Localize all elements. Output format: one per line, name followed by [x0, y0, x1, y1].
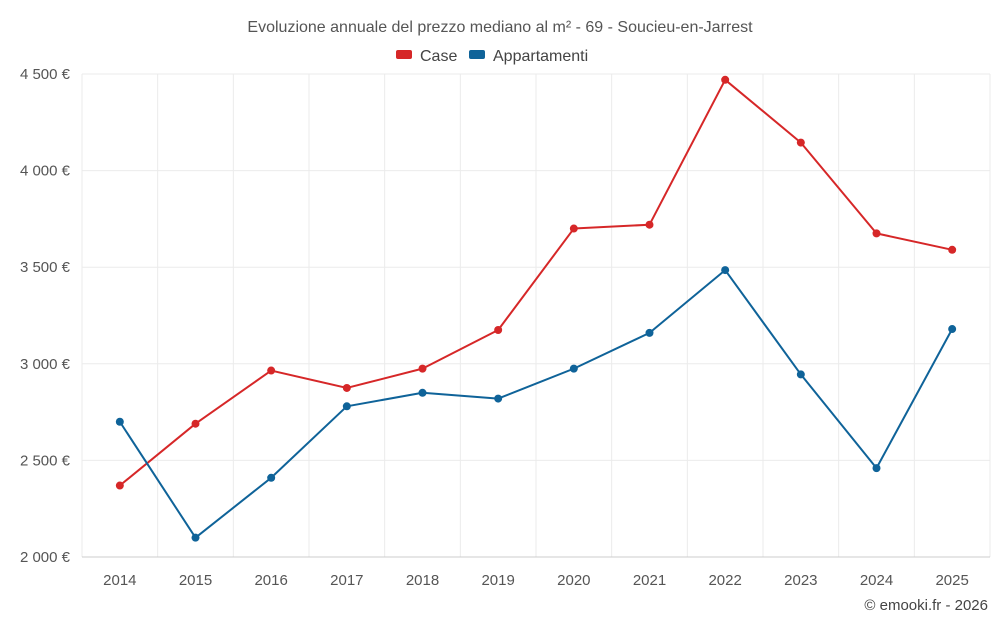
x-tick-label: 2016 — [254, 572, 287, 589]
y-tick-label: 3 000 € — [20, 356, 71, 373]
data-point[interactable] — [645, 328, 654, 337]
series-line — [119, 78, 953, 487]
x-tick-label: 2023 — [784, 572, 817, 589]
x-tick-label: 2017 — [330, 572, 363, 589]
data-point[interactable] — [342, 402, 351, 411]
credit-text: © emooki.fr - 2026 — [864, 597, 988, 614]
x-tick-label: 2024 — [860, 572, 893, 589]
y-tick-label: 2 000 € — [20, 549, 71, 566]
data-point[interactable] — [267, 366, 276, 375]
data-point[interactable] — [115, 481, 124, 490]
x-tick-label: 2021 — [633, 572, 666, 589]
data-point[interactable] — [645, 220, 654, 229]
y-tick-label: 4 000 € — [20, 163, 71, 180]
legend: Case Appartamenti — [396, 48, 588, 65]
data-point[interactable] — [494, 394, 503, 403]
data-point[interactable] — [721, 266, 730, 275]
series-appartamenti — [115, 266, 957, 542]
x-tick-label: 2018 — [406, 572, 439, 589]
x-tick-label: 2025 — [935, 572, 968, 589]
data-point[interactable] — [569, 224, 578, 233]
legend-swatch — [396, 50, 412, 59]
data-point[interactable] — [418, 364, 427, 373]
data-point[interactable] — [267, 473, 276, 482]
x-axis: 2014 2015 2016 2017 2018 2019 2020 2021 2022 2023… — [103, 572, 969, 589]
x-tick-label: 2022 — [708, 572, 741, 589]
y-tick-label: 2 500 € — [20, 452, 71, 469]
legend-swatch — [469, 50, 485, 59]
data-point[interactable] — [342, 383, 351, 392]
data-point[interactable] — [191, 533, 200, 542]
data-point[interactable] — [115, 417, 124, 426]
data-point[interactable] — [796, 370, 805, 379]
data-point[interactable] — [418, 388, 427, 397]
data-point[interactable] — [721, 75, 730, 84]
legend-item-appartamenti[interactable]: Appartamenti — [469, 48, 588, 65]
series-case — [115, 75, 957, 490]
data-point[interactable] — [191, 419, 200, 428]
data-point[interactable] — [872, 464, 881, 473]
chart-title: Evoluzione annuale del prezzo mediano al… — [247, 19, 753, 36]
grid — [81, 73, 991, 558]
y-tick-label: 4 500 € — [20, 66, 71, 83]
y-axis: 2 000 € 2 500 € 3 000 € 3 500 € 4 000 € 4 500… — [20, 66, 71, 566]
x-tick-label: 2015 — [179, 572, 212, 589]
series-layer — [115, 75, 957, 542]
legend-label: Case — [420, 48, 457, 65]
data-point[interactable] — [569, 364, 578, 373]
data-point[interactable] — [872, 229, 881, 238]
data-point[interactable] — [494, 325, 503, 334]
x-tick-label: 2020 — [557, 572, 590, 589]
data-point[interactable] — [948, 325, 957, 334]
legend-item-case[interactable]: Case — [396, 48, 457, 65]
data-point[interactable] — [948, 245, 957, 254]
x-tick-label: 2019 — [481, 572, 514, 589]
legend-label: Appartamenti — [493, 48, 588, 65]
x-tick-label: 2014 — [103, 572, 136, 589]
y-tick-label: 3 500 € — [20, 259, 71, 276]
data-point[interactable] — [796, 138, 805, 147]
series-line — [118, 269, 954, 539]
